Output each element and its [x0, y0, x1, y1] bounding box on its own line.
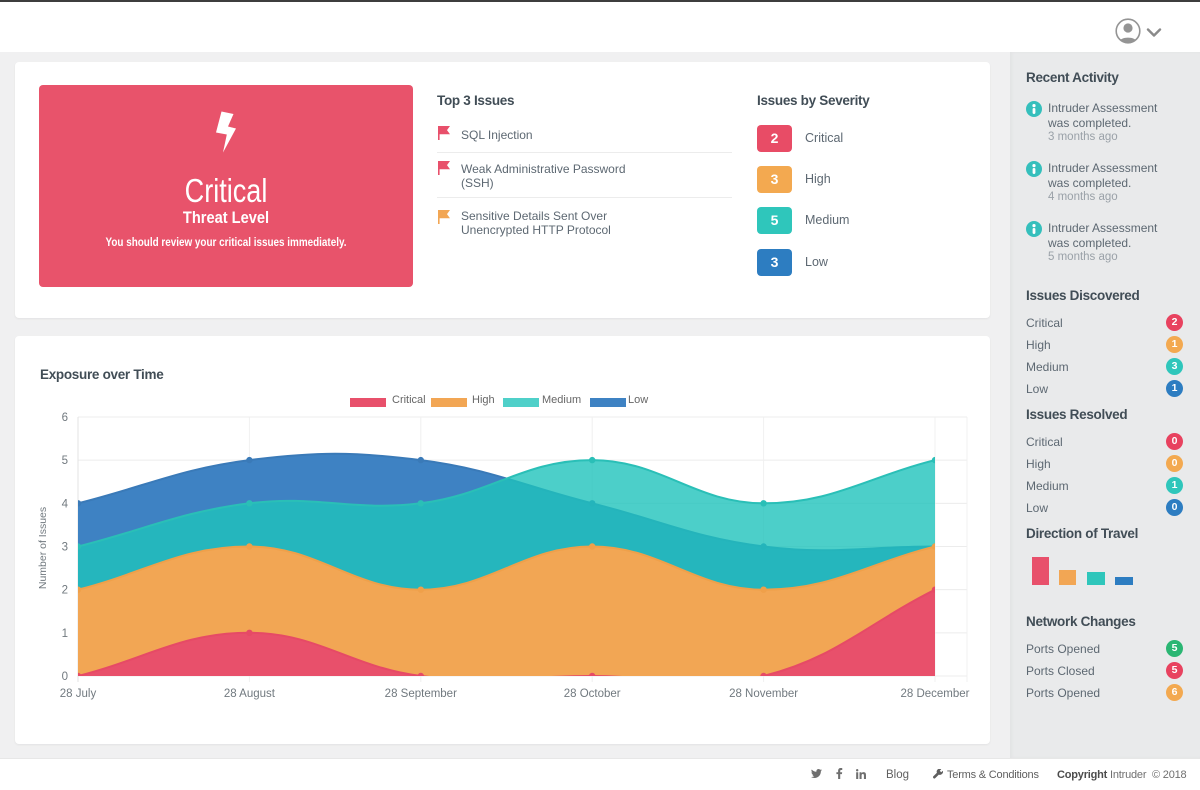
- svg-text:1: 1: [62, 628, 68, 640]
- svg-text:4: 4: [62, 498, 69, 510]
- svg-text:2: 2: [62, 585, 68, 597]
- svg-text:28 July: 28 July: [60, 688, 97, 700]
- svg-text:6: 6: [62, 412, 68, 424]
- svg-text:28 October: 28 October: [564, 688, 621, 700]
- svg-text:28 August: 28 August: [224, 688, 276, 700]
- svg-text:Number of Issues: Number of Issues: [37, 507, 49, 589]
- svg-text:0: 0: [62, 671, 68, 683]
- svg-text:3: 3: [62, 542, 68, 554]
- svg-text:28 December: 28 December: [900, 688, 969, 700]
- svg-text:5: 5: [62, 455, 68, 467]
- svg-text:28 September: 28 September: [385, 688, 457, 700]
- svg-text:28 November: 28 November: [729, 688, 798, 700]
